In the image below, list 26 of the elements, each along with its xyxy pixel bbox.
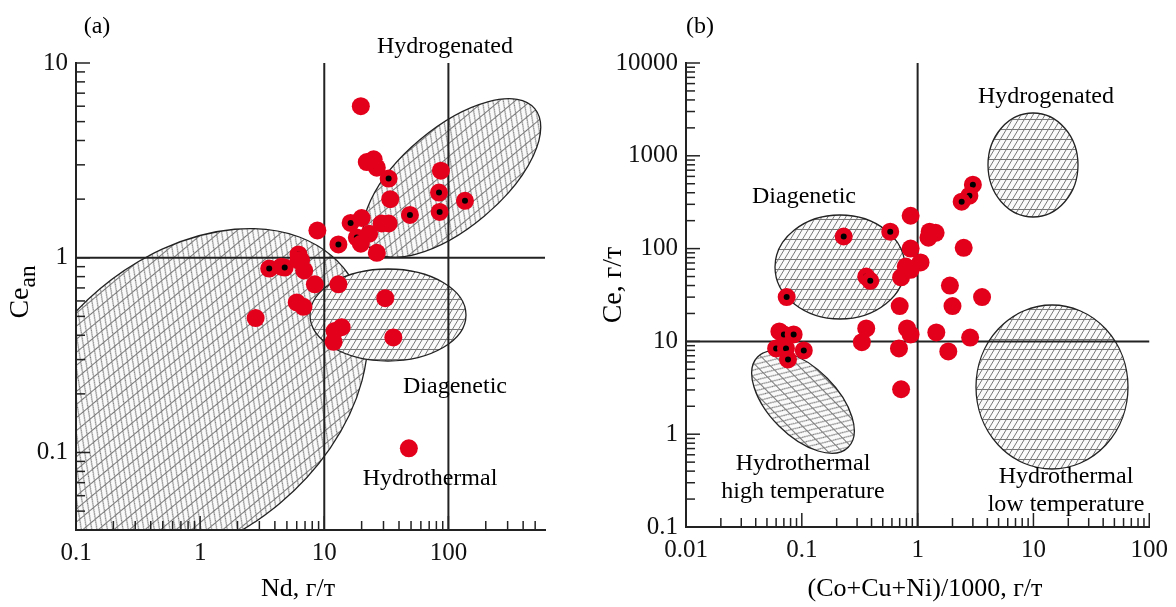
y-axis-title: Ce, г/т (596, 246, 628, 324)
y-tick-label: 1 (55, 242, 68, 270)
x-tick-label: 0.1 (60, 537, 92, 565)
annotation: Diagenetic (751, 181, 857, 209)
y-tick-label: 0.1 (36, 437, 68, 465)
text: Hydrogenated (376, 31, 514, 59)
y-tick-label: 1000 (628, 140, 678, 168)
y-tick-label: 10 (653, 325, 678, 353)
y-tick-label: 10 (43, 47, 68, 75)
x-tick-label: 1 (193, 537, 207, 565)
x-axis-title: (Co+Cu+Ni)/1000, г/т (807, 573, 1043, 603)
annotation: Hydrothermal high temperature (720, 448, 886, 504)
x-tick-label: 100 (1130, 534, 1168, 562)
chart-title: (b) (686, 11, 714, 39)
x-tick-label: 0.1 (786, 534, 818, 562)
y-tick-label: 10000 (615, 47, 678, 75)
chart-title: (a) (83, 11, 111, 39)
x-tick-label: 100 (429, 537, 468, 565)
annotation: Hydrogenated (977, 81, 1115, 109)
y-tick-label: 100 (640, 233, 678, 261)
x-axis-title: Nd, г/т (260, 573, 336, 603)
x-tick-label: 10 (1020, 534, 1046, 562)
y-tick-label: 1 (665, 418, 678, 446)
x-tick-label: 10 (311, 537, 337, 565)
x-tick-label: 1 (911, 534, 924, 562)
annotation: Hydrothermal low temperature (986, 461, 1146, 517)
